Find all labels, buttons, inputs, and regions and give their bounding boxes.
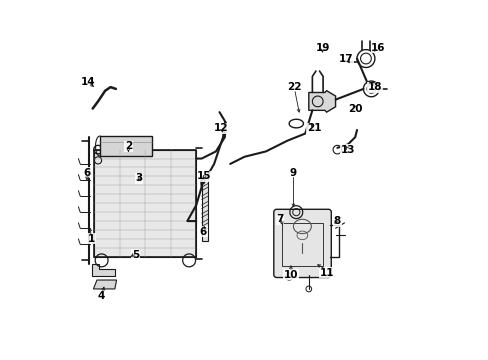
Text: 9: 9 [289,168,296,178]
Text: 7: 7 [276,214,284,224]
Text: 2: 2 [124,141,132,151]
FancyBboxPatch shape [273,209,331,278]
Text: 8: 8 [333,216,340,226]
Text: 10: 10 [283,270,298,280]
Text: 14: 14 [81,77,95,87]
Bar [94,150,196,257]
Text: 1: 1 [88,234,95,244]
Text: 21: 21 [306,123,321,133]
Polygon shape [93,280,116,289]
Text: 6: 6 [200,227,206,237]
Text: 19: 19 [315,43,329,53]
Text: 5: 5 [132,250,139,260]
Text: 13: 13 [340,145,355,155]
Text: 22: 22 [286,82,301,92]
Text: 17: 17 [338,54,353,64]
Text: 16: 16 [370,43,385,53]
Bar [282,223,323,266]
Text: 20: 20 [347,104,362,113]
Polygon shape [100,136,151,156]
Text: 4: 4 [98,291,105,301]
Text: 18: 18 [367,82,381,92]
FancyBboxPatch shape [94,150,196,257]
Text: 15: 15 [197,171,211,181]
Polygon shape [91,264,115,276]
Text: 11: 11 [319,268,333,278]
Text: 6: 6 [83,168,91,178]
FancyBboxPatch shape [201,176,207,241]
Text: 3: 3 [135,173,142,183]
Text: 12: 12 [214,123,228,133]
Polygon shape [308,91,335,112]
